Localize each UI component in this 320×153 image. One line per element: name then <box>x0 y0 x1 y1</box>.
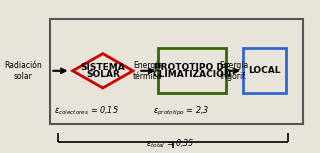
FancyBboxPatch shape <box>158 48 226 93</box>
Text: PROTOTIPO DE: PROTOTIPO DE <box>154 63 230 72</box>
Text: CLIMATIZACIÓN: CLIMATIZACIÓN <box>152 70 232 79</box>
Text: ε$_{prototipo}$ = 2,3: ε$_{prototipo}$ = 2,3 <box>153 104 210 118</box>
Polygon shape <box>73 54 133 88</box>
Text: LOCAL: LOCAL <box>248 66 281 75</box>
Text: Energía
frigorif.: Energía frigorif. <box>219 61 248 80</box>
Text: SISTEMA: SISTEMA <box>80 63 125 72</box>
Text: SOLAR: SOLAR <box>86 70 120 79</box>
Text: Radiación
solar: Radiación solar <box>4 61 42 80</box>
Text: Energía
térmica: Energía térmica <box>133 61 162 80</box>
Text: ε$_{colectores}$ = 0,15: ε$_{colectores}$ = 0,15 <box>53 105 118 117</box>
Text: ε$_{total}$ = 0,35: ε$_{total}$ = 0,35 <box>146 138 195 150</box>
FancyBboxPatch shape <box>243 48 286 93</box>
